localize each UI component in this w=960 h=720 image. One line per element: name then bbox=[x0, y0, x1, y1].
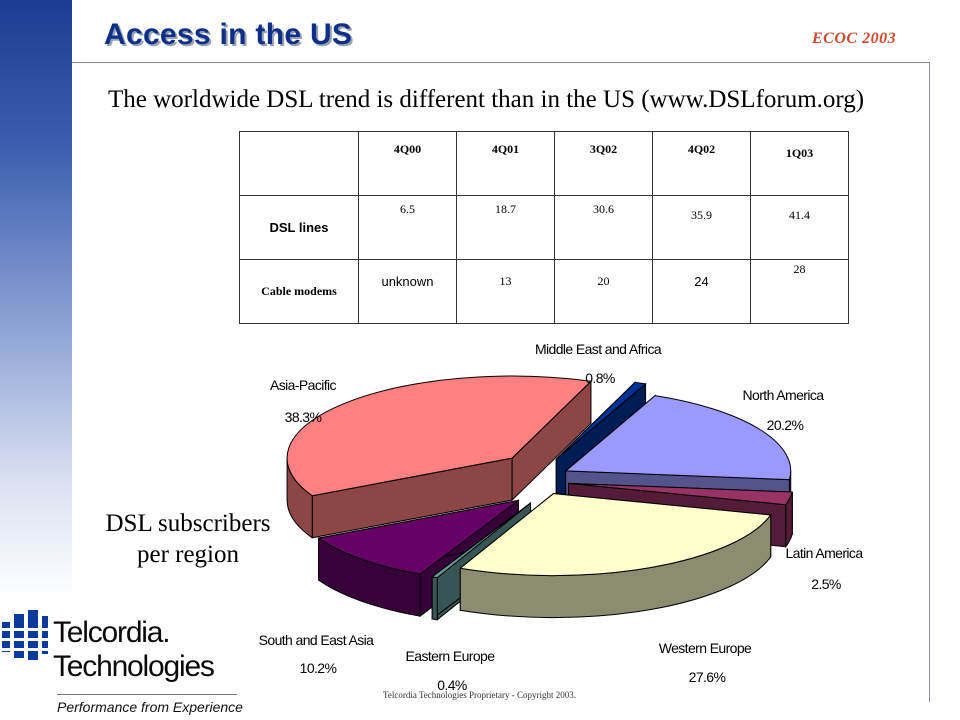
caption-line: per region bbox=[136, 541, 240, 568]
table-header-cell: 4Q01 bbox=[456, 131, 555, 196]
pie-slice-top bbox=[568, 482, 793, 506]
slice-name-label: Latin America bbox=[785, 545, 863, 561]
pie-slice-top bbox=[459, 493, 772, 577]
pie-slice-top bbox=[317, 499, 519, 575]
table-cell: 6.5 bbox=[358, 195, 457, 260]
pie-slice-edge bbox=[431, 576, 438, 621]
logo-tagline: Performance from Experience bbox=[57, 699, 243, 715]
dsl-data-table: 4Q00 4Q01 3Q02 4Q02 1Q03 DSL lines 6.5 1… bbox=[239, 131, 849, 324]
row-label-cell: Cable modems bbox=[239, 259, 359, 324]
cell-value: 41.4 bbox=[789, 208, 810, 222]
cell-value: 18.7 bbox=[495, 202, 516, 216]
table-cell: 18.7 bbox=[456, 195, 555, 260]
table-cell: unknown bbox=[358, 259, 457, 324]
column-header: 1Q03 bbox=[785, 146, 814, 160]
cell-value: 20 bbox=[597, 274, 610, 288]
slice-percent-label: 20.2% bbox=[767, 417, 804, 433]
pie-slice bbox=[459, 492, 772, 619]
slice-percent-label: 38.3% bbox=[285, 409, 322, 425]
table-row: Cable modems unknown 13 20 24 28 bbox=[239, 259, 849, 324]
slide-subtitle: The worldwide DSL trend is different tha… bbox=[108, 86, 865, 113]
column-header: 3Q02 bbox=[589, 142, 618, 156]
slice-name-label: Eastern Europe bbox=[406, 648, 496, 664]
pie-body bbox=[286, 375, 793, 621]
column-header: 4Q01 bbox=[491, 142, 520, 156]
caption-line: DSL subscribers bbox=[105, 510, 271, 537]
table-header-row: 4Q00 4Q01 3Q02 4Q02 1Q03 bbox=[239, 131, 849, 196]
pie-slice-top bbox=[564, 395, 792, 481]
column-header: 4Q00 bbox=[393, 142, 422, 156]
table-cell: 20 bbox=[554, 259, 653, 324]
table-corner-cell bbox=[239, 131, 359, 196]
cell-value: unknown bbox=[381, 274, 434, 289]
table-cell: 28 bbox=[750, 259, 849, 324]
row-label: Cable modems bbox=[261, 284, 337, 298]
cell-value: 6.5 bbox=[400, 202, 415, 216]
cell-value: 35.9 bbox=[691, 208, 712, 222]
table-cell: 41.4 bbox=[750, 195, 849, 260]
slice-name-label: Middle East and Africa bbox=[535, 341, 662, 357]
copyright-footer: Telcordia Technologies Proprietary - Cop… bbox=[383, 690, 577, 700]
frame-right-line bbox=[929, 62, 930, 702]
slice-percent-label: 0.8% bbox=[585, 370, 615, 386]
pie-labels: Middle East and Africa 0.8% Asia-Pacific… bbox=[259, 341, 864, 693]
tagline-divider bbox=[57, 694, 237, 695]
slide-title: Access in the US bbox=[104, 18, 353, 51]
sidebar-gradient-bar bbox=[0, 0, 72, 600]
chart-caption: DSL subscribers per region bbox=[92, 508, 284, 570]
pie-slice-top bbox=[286, 375, 593, 497]
table-header-cell: 3Q02 bbox=[554, 131, 653, 196]
cell-value: 30.6 bbox=[593, 202, 614, 216]
slice-percent-label: 10.2% bbox=[300, 660, 337, 676]
slice-name-label: South and East Asia bbox=[259, 632, 375, 648]
pie-slice-top bbox=[430, 502, 531, 579]
row-label-cell: DSL lines bbox=[239, 195, 359, 260]
telcordia-swirl-icon bbox=[0, 610, 48, 660]
cell-value: 28 bbox=[793, 262, 806, 276]
table-row: DSL lines 6.5 18.7 30.6 35.9 41.4 bbox=[239, 195, 849, 260]
telcordia-logo: Telcordia. Technologies bbox=[0, 610, 215, 683]
cell-value: 24 bbox=[694, 274, 709, 289]
column-header: 4Q02 bbox=[687, 142, 716, 156]
slice-name-label: Western Europe bbox=[659, 640, 752, 656]
logo-word-technologies: Technologies bbox=[53, 650, 214, 683]
conference-label: ECOC 2003 bbox=[812, 30, 897, 47]
slice-name-label: North America bbox=[743, 387, 825, 403]
table-cell: 24 bbox=[652, 259, 751, 324]
table-cell: 13 bbox=[456, 259, 555, 324]
pie-slice bbox=[286, 375, 593, 539]
frame-top-line bbox=[72, 62, 930, 63]
logo-word-telcordia: Telcordia. bbox=[53, 616, 169, 649]
slice-percent-label: 2.5% bbox=[811, 576, 841, 592]
cell-value: 13 bbox=[499, 274, 512, 288]
slice-name-label: Asia-Pacific bbox=[270, 377, 337, 393]
row-label: DSL lines bbox=[269, 219, 329, 235]
table-header-cell: 1Q03 bbox=[750, 131, 849, 196]
slice-percent-label: 0.4% bbox=[437, 677, 467, 693]
table-header-cell: 4Q02 bbox=[652, 131, 751, 196]
slice-percent-label: 27.6% bbox=[689, 669, 726, 685]
pie-slice-top bbox=[555, 381, 647, 460]
